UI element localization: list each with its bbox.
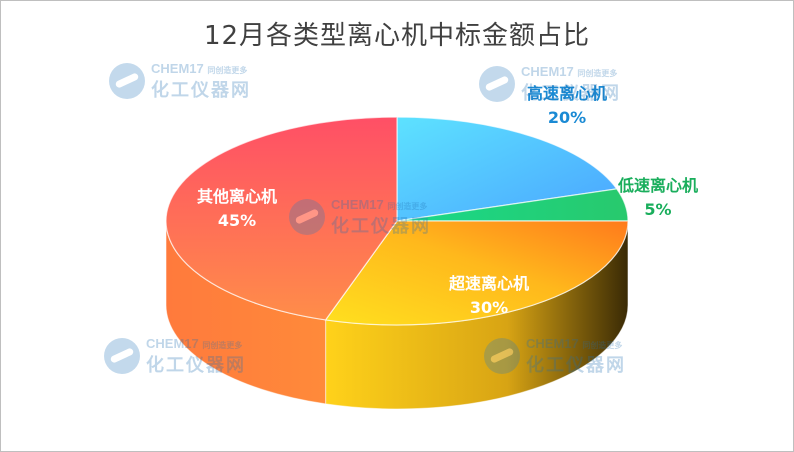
slice-label-value: 5%	[644, 200, 671, 219]
chart-title: 12月各类型离心机中标金额占比	[203, 21, 591, 51]
pie-slice-1	[396, 116, 618, 222]
slice-label-name: 超速离心机	[448, 274, 529, 293]
slice-label-value: 30%	[470, 298, 508, 317]
slice-label-name: 低速离心机	[617, 176, 698, 195]
pie-slice-3	[324, 220, 629, 326]
slice-label-value: 45%	[218, 211, 256, 230]
slice-label-name: 高速离心机	[527, 84, 607, 103]
pie-slice-4	[165, 116, 398, 321]
slice-label-value: 20%	[548, 108, 586, 127]
slice-label-name: 其他离心机	[197, 187, 277, 206]
